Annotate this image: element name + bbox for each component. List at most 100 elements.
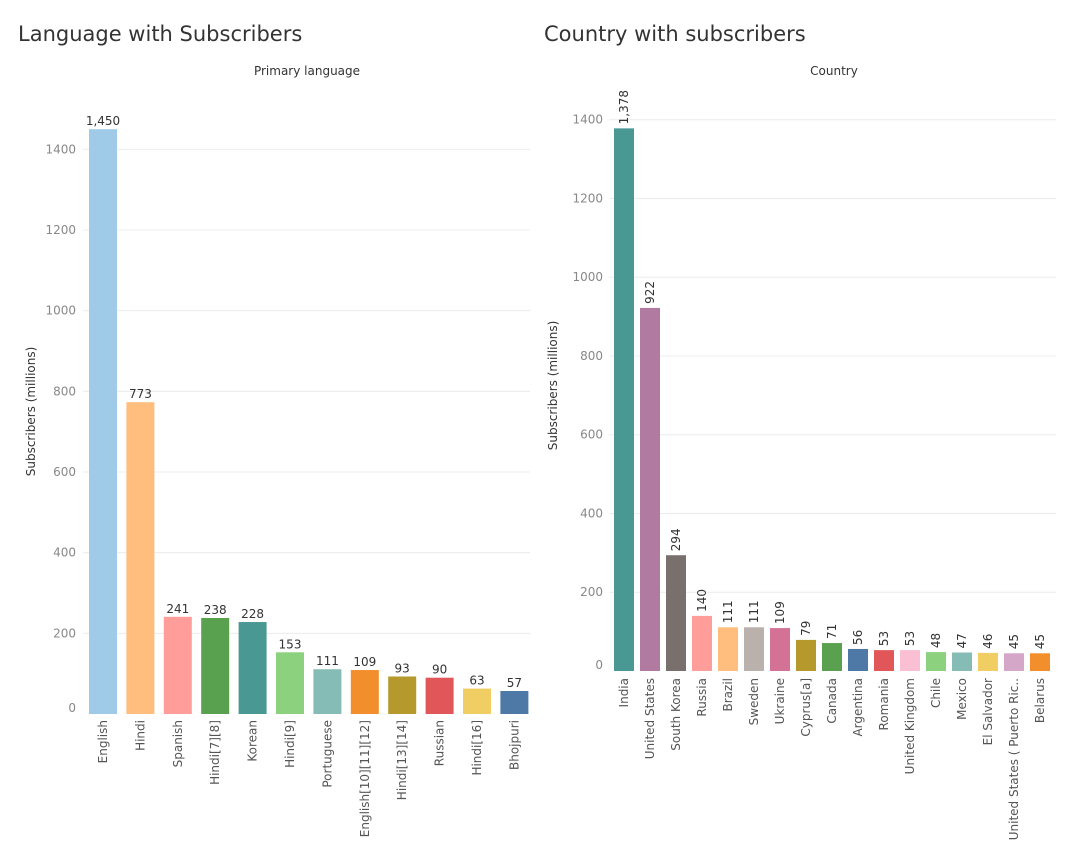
country-category-label: United Kingdom [903, 678, 917, 774]
country-category-label: Sweden [747, 678, 761, 725]
language-bar [463, 688, 491, 714]
country-bar [718, 627, 738, 671]
country-category-label: Canada [825, 678, 839, 724]
country-data-label: 46 [981, 634, 995, 649]
country-bar [692, 615, 712, 671]
country-data-label: 140 [695, 589, 709, 612]
country-data-label: 53 [877, 631, 891, 646]
country-category-label: Brazil [721, 678, 735, 712]
country-category-label: Romania [877, 678, 891, 730]
country-y-tick-label: 0 [595, 658, 603, 672]
country-category-label: United States [643, 678, 657, 759]
country-y-tick-label: 200 [580, 585, 603, 599]
country-data-label: 71 [825, 624, 839, 639]
language-y-tick-label: 600 [53, 465, 76, 479]
country-data-label: 79 [799, 621, 813, 636]
language-data-label: 93 [395, 661, 410, 675]
country-bar [770, 628, 790, 671]
country-bar [744, 627, 764, 671]
country-y-tick-label: 1200 [572, 191, 603, 205]
language-bar [89, 129, 117, 714]
language-bar [163, 616, 192, 714]
language-chart-panel: Language with Subscribers Primary langua… [18, 22, 530, 837]
country-bar [666, 555, 686, 671]
language-category-label: English [96, 720, 110, 763]
country-y-tick-label: 1400 [572, 113, 603, 127]
language-bar [238, 622, 267, 714]
country-bar [926, 652, 946, 671]
country-category-label: United States ( Puerto Ric.. [1007, 678, 1021, 840]
language-y-tick-label: 800 [53, 384, 76, 398]
country-data-label: 294 [669, 528, 683, 551]
country-y-tick-label: 400 [580, 506, 603, 520]
language-y-tick-label: 1000 [45, 304, 76, 318]
country-category-label: Cyprus[a] [799, 678, 813, 737]
language-bar [126, 402, 155, 714]
language-data-label: 153 [279, 637, 302, 651]
language-category-label: Hindi[16] [470, 720, 484, 776]
country-bar [952, 652, 972, 671]
country-data-label: 45 [1033, 634, 1047, 649]
country-data-label: 111 [747, 600, 761, 623]
language-bar [425, 677, 454, 714]
country-bar [874, 650, 894, 671]
country-category-label: Argentina [851, 678, 865, 737]
language-category-label: Hindi[9] [283, 720, 297, 768]
language-y-axis-label: Subscribers (millions) [24, 347, 38, 477]
country-bar [796, 639, 816, 671]
country-bar [822, 643, 842, 671]
country-y-tick-label: 600 [580, 428, 603, 442]
country-bar [1030, 653, 1050, 671]
language-data-label: 57 [507, 676, 522, 690]
country-category-label: Mexico [955, 678, 969, 720]
country-y-tick-label: 800 [580, 349, 603, 363]
country-category-label: Chile [929, 678, 943, 708]
language-data-label: 241 [166, 602, 189, 616]
language-category-label: Hindi[7][8] [208, 720, 222, 785]
country-data-label: 109 [773, 601, 787, 624]
country-chart-title: Country with subscribers [544, 22, 806, 46]
language-data-label: 1,450 [86, 114, 120, 128]
language-bar [350, 670, 379, 714]
country-category-label: South Korea [669, 678, 683, 751]
language-category-label: Hindi [133, 720, 147, 751]
language-y-tick-label: 200 [53, 626, 76, 640]
language-y-tick-label: 1200 [45, 223, 76, 237]
country-data-label: 45 [1007, 634, 1021, 649]
language-data-label: 109 [353, 655, 376, 669]
language-category-label: Bhojpuri [507, 720, 521, 770]
language-y-tick-label: 1400 [45, 142, 76, 156]
language-category-label: English[10][11][12] [358, 720, 372, 837]
country-bar [1004, 653, 1024, 671]
language-data-label: 90 [432, 663, 447, 677]
country-bar [978, 652, 998, 671]
country-data-label: 922 [643, 281, 657, 304]
country-category-label: India [617, 678, 631, 707]
country-chart: Country Subscribers (millions) 0 200 400 600 8… [546, 64, 1056, 840]
country-data-label: 56 [851, 630, 865, 645]
language-category-label: Spanish [171, 720, 185, 767]
language-y-tick-label: 400 [53, 546, 76, 560]
language-category-label: Korean [246, 720, 260, 762]
language-bar [388, 676, 417, 714]
country-category-label: Belarus [1033, 678, 1047, 723]
country-data-label: 47 [955, 633, 969, 648]
language-bar [500, 691, 529, 714]
country-y-axis-label: Subscribers (millions) [546, 321, 560, 451]
language-bar [313, 669, 342, 714]
country-y-tick-label: 1000 [572, 270, 603, 284]
language-data-label: 238 [204, 603, 227, 617]
country-data-label: 1,378 [617, 90, 631, 124]
country-chart-panel: Country with subscribers Country Subscrib… [535, 0, 1069, 855]
country-category-label: El Salvador [981, 678, 995, 745]
country-column-header: Country [810, 64, 858, 78]
country-bar [848, 648, 868, 671]
language-y-tick-label: 0 [68, 701, 76, 715]
country-data-label: 111 [721, 600, 735, 623]
country-bar [640, 307, 660, 671]
country-data-label: 53 [903, 631, 917, 646]
language-data-label: 228 [241, 607, 264, 621]
language-bar [276, 652, 304, 714]
language-bar [201, 618, 230, 714]
country-bar [614, 128, 634, 672]
